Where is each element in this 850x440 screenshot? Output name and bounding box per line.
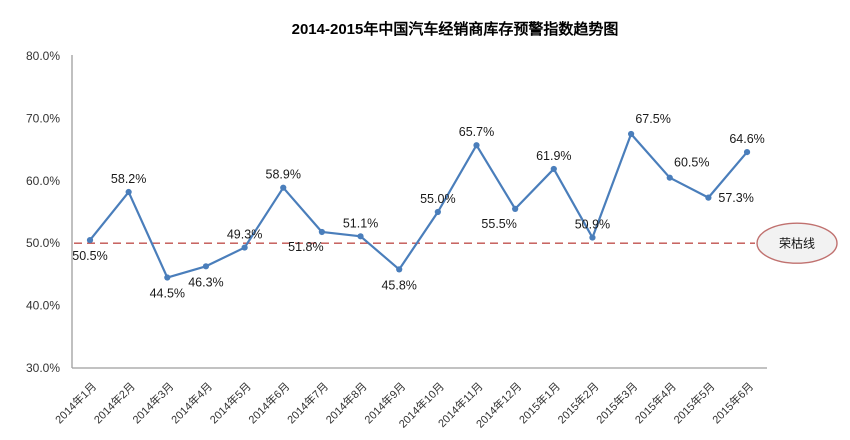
x-axis-tick-label: 2015年6月 (709, 379, 756, 426)
x-axis-tick-label: 2015年4月 (632, 379, 679, 426)
data-point-marker (628, 130, 635, 138)
data-point-label: 44.5% (150, 287, 185, 301)
x-axis-tick-label: 2015年1月 (516, 379, 563, 426)
reference-line-bubble (756, 222, 838, 264)
data-point-marker (666, 174, 673, 181)
data-point-marker (357, 233, 364, 240)
data-point-marker (125, 188, 132, 196)
y-axis-tick-label: 80.0% (26, 49, 60, 63)
data-point-label: 50.9% (575, 218, 610, 232)
x-axis-tick-label: 2014年4月 (168, 379, 215, 426)
data-point-marker (434, 208, 441, 216)
x-axis-tick-label: 2014年6月 (245, 379, 292, 426)
chart-title: 2014-2015年中国汽车经销商库存预警指数趋势图 (291, 21, 619, 38)
data-point-label: 58.2% (111, 172, 146, 186)
data-point-marker (318, 228, 325, 236)
data-point-label: 65.7% (459, 125, 494, 139)
data-point-label: 60.5% (674, 156, 709, 170)
data-point-label: 51.1% (343, 216, 378, 230)
data-point-marker (202, 263, 210, 270)
data-point-label: 58.9% (266, 168, 301, 182)
x-axis-tick-label: 2014年5月 (207, 379, 254, 426)
data-point-label: 49.3% (227, 228, 262, 242)
series-line (88, 132, 749, 279)
x-axis-tick-label: 2014年2月 (91, 379, 138, 426)
data-point-label: 67.5% (635, 112, 670, 126)
data-point-marker (743, 148, 751, 156)
data-point-marker (241, 244, 248, 251)
data-point-marker (473, 142, 480, 149)
data-point-marker (396, 266, 403, 273)
y-axis-tick-label: 60.0% (26, 174, 60, 188)
x-axis-tick-label: 2014年7月 (284, 379, 331, 426)
x-axis-tick-label: 2014年3月 (129, 379, 176, 426)
y-axis-tick-label: 30.0% (26, 361, 60, 375)
data-point-label: 57.3% (718, 191, 753, 205)
data-point-marker (86, 236, 94, 244)
data-point-marker (705, 194, 712, 201)
reference-line-label: 荣枯线 (779, 236, 815, 251)
data-point-label: 46.3% (188, 275, 223, 289)
data-point-marker (589, 234, 596, 241)
data-point-label: 55.5% (481, 217, 516, 231)
data-point-marker (164, 274, 171, 281)
data-point-marker (280, 184, 287, 191)
data-point-label: 61.9% (536, 149, 571, 163)
data-point-label: 51.8% (288, 240, 323, 254)
x-axis-tick-label: 2014年1月 (52, 379, 99, 426)
x-axis-tick-label: 2015年2月 (554, 379, 601, 426)
x-axis-tick-label: 2015年3月 (593, 379, 640, 426)
y-axis-tick-label: 50.0% (26, 236, 60, 250)
data-point-label: 50.5% (72, 249, 107, 263)
data-point-label: 45.8% (381, 278, 416, 292)
y-axis-tick-label: 70.0% (26, 111, 60, 125)
x-axis-tick-label: 2015年5月 (670, 379, 717, 426)
data-point-marker (512, 205, 519, 212)
x-axis-tick-label: 2014年8月 (323, 379, 370, 426)
data-point-marker (550, 165, 557, 173)
y-axis-tick-label: 40.0% (26, 299, 60, 313)
data-point-label: 55.0% (420, 192, 455, 206)
data-point-label: 64.6% (729, 132, 764, 146)
